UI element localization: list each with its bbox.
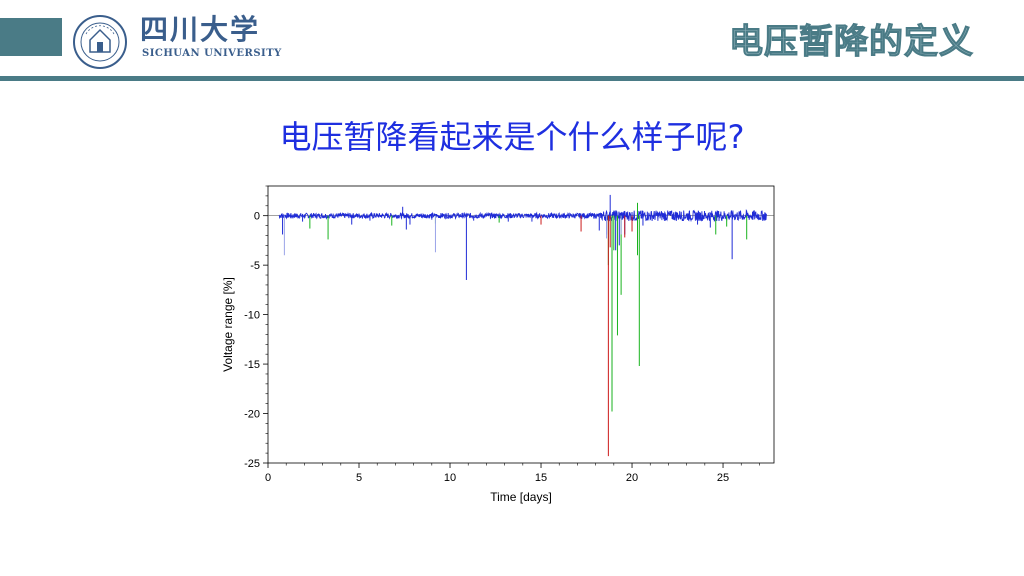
x-tick-label: 20 [626,472,638,484]
header-accent-block [0,18,62,56]
x-tick-label: 25 [717,472,729,484]
y-tick-label: 0 [254,211,260,223]
plot-frame [267,185,775,464]
header-divider [0,76,1024,81]
y-tick-label: -5 [250,260,260,272]
voltage-sag-chart: 0 -5 -10 -15 -20 -25 0 5 10 15 20 25 Time [days] Volt… [210,178,810,518]
university-seal-icon [73,15,127,69]
university-name-en: SICHUAN UNIVERSITY [142,48,282,59]
y-tick-label: -25 [244,458,260,470]
chart-svg: 0 -5 -10 -15 -20 -25 0 5 10 15 20 25 Time [days] Volt… [221,185,775,504]
x-tick-label: 10 [444,472,456,484]
y-axis-label: Voltage range [%] [221,277,235,372]
baseline-trace [278,209,767,223]
slide-title: 电压暂降的定义 [729,22,974,63]
x-axis-label: Time [days] [490,490,552,504]
y-tick-label: -15 [244,359,260,371]
slide-subtitle: 电压暂降看起来是个什么样子呢? [279,118,745,156]
x-tick-label: 5 [356,472,362,484]
y-tick-label: -20 [244,409,260,421]
university-name-cn: 四川大学 [140,13,261,46]
x-tick-label: 0 [265,472,271,484]
x-tick-label: 15 [535,472,547,484]
y-tick-label: -10 [244,310,260,322]
